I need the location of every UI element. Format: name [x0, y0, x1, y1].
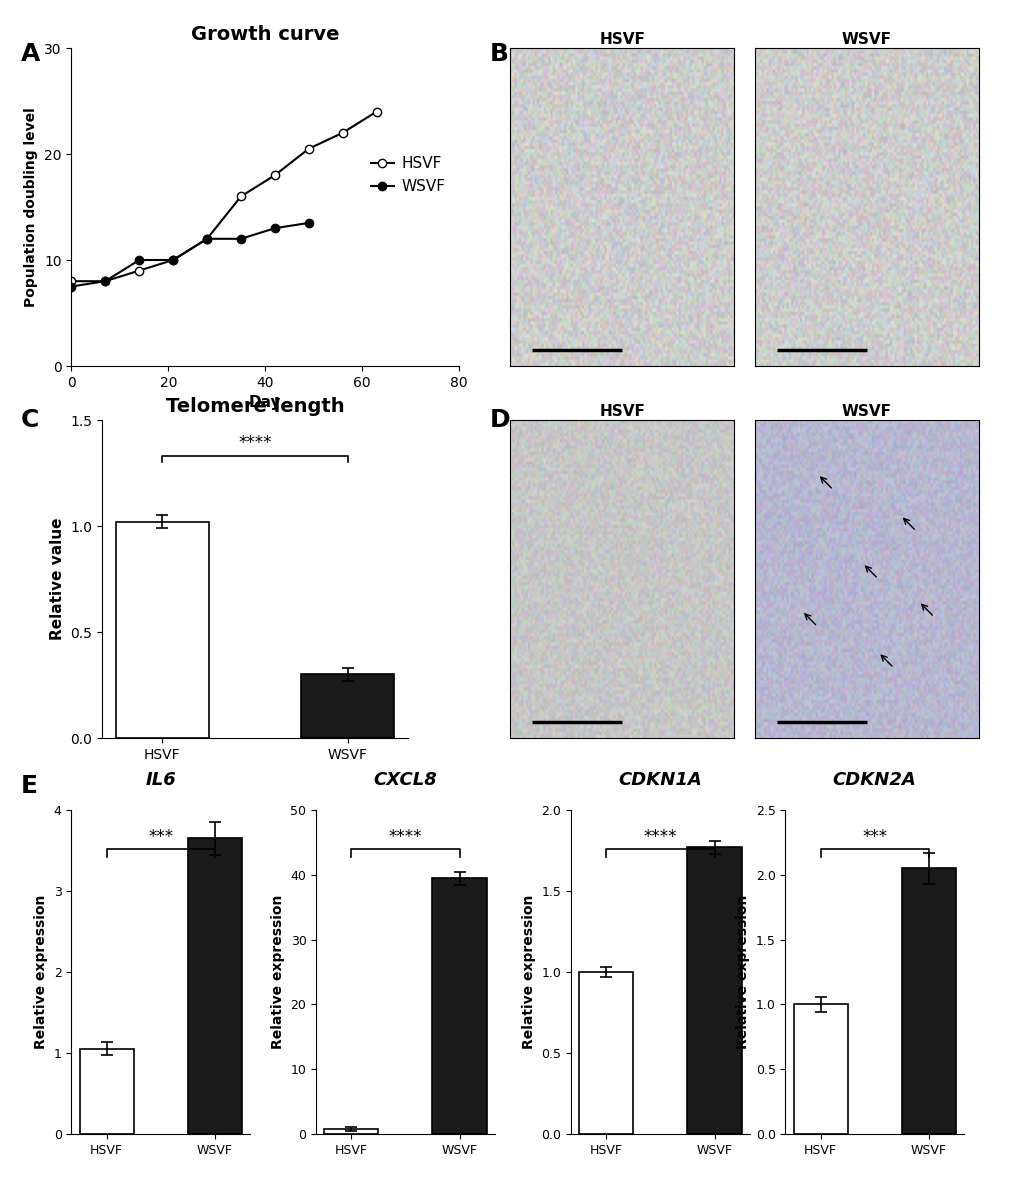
Title: HSVF: HSVF	[599, 32, 644, 47]
Bar	[579, 972, 633, 1134]
Title: IL6: IL6	[145, 770, 176, 790]
Y-axis label: Relative value: Relative value	[50, 517, 64, 641]
Title: WSVF: WSVF	[841, 32, 892, 47]
Bar	[324, 1129, 378, 1134]
HSVF	[99, 274, 111, 288]
WSVF	[234, 232, 247, 246]
HSVF	[167, 253, 179, 268]
Text: B: B	[489, 42, 508, 66]
HSVF	[303, 142, 315, 156]
Text: ****: ****	[238, 433, 271, 451]
Bar	[187, 839, 242, 1134]
Text: A: A	[20, 42, 40, 66]
Title: CXCL8: CXCL8	[373, 770, 437, 790]
Line: HSVF: HSVF	[67, 108, 380, 286]
Text: ****: ****	[643, 828, 677, 846]
WSVF	[132, 253, 146, 268]
Title: HSVF: HSVF	[599, 404, 644, 419]
WSVF	[303, 216, 315, 230]
WSVF	[167, 253, 179, 268]
Y-axis label: Relative expression: Relative expression	[34, 895, 48, 1049]
Y-axis label: Relative expression: Relative expression	[736, 895, 749, 1049]
Y-axis label: Relative expression: Relative expression	[522, 895, 535, 1049]
Bar	[79, 1049, 133, 1134]
HSVF	[234, 190, 247, 204]
HSVF	[132, 264, 146, 278]
Text: E: E	[20, 774, 38, 798]
Title: Telomere length: Telomere length	[165, 397, 344, 415]
HSVF	[370, 104, 382, 119]
Title: WSVF: WSVF	[841, 404, 892, 419]
WSVF	[65, 280, 77, 294]
WSVF	[269, 221, 281, 235]
HSVF	[336, 126, 348, 140]
HSVF	[65, 274, 77, 288]
Bar	[687, 847, 741, 1134]
Title: CDKN1A: CDKN1A	[618, 770, 702, 790]
Line: WSVF: WSVF	[67, 218, 313, 290]
Text: ***: ***	[148, 828, 173, 846]
Text: ****: ****	[388, 828, 422, 846]
Text: C: C	[20, 408, 39, 432]
Legend: HSVF, WSVF: HSVF, WSVF	[364, 150, 451, 200]
Title: CDKN2A: CDKN2A	[832, 770, 916, 790]
HSVF	[269, 168, 281, 182]
HSVF	[201, 232, 213, 246]
Bar	[793, 1004, 847, 1134]
Title: Growth curve: Growth curve	[191, 25, 339, 43]
Y-axis label: Relative expression: Relative expression	[271, 895, 284, 1049]
WSVF	[201, 232, 213, 246]
Text: ***: ***	[861, 828, 887, 846]
Bar	[432, 878, 486, 1134]
X-axis label: Day: Day	[249, 395, 281, 410]
Y-axis label: Population doubling level: Population doubling level	[24, 107, 39, 307]
Bar	[301, 674, 393, 738]
Text: D: D	[489, 408, 510, 432]
WSVF	[99, 274, 111, 288]
Bar	[901, 869, 955, 1134]
Bar	[116, 522, 209, 738]
